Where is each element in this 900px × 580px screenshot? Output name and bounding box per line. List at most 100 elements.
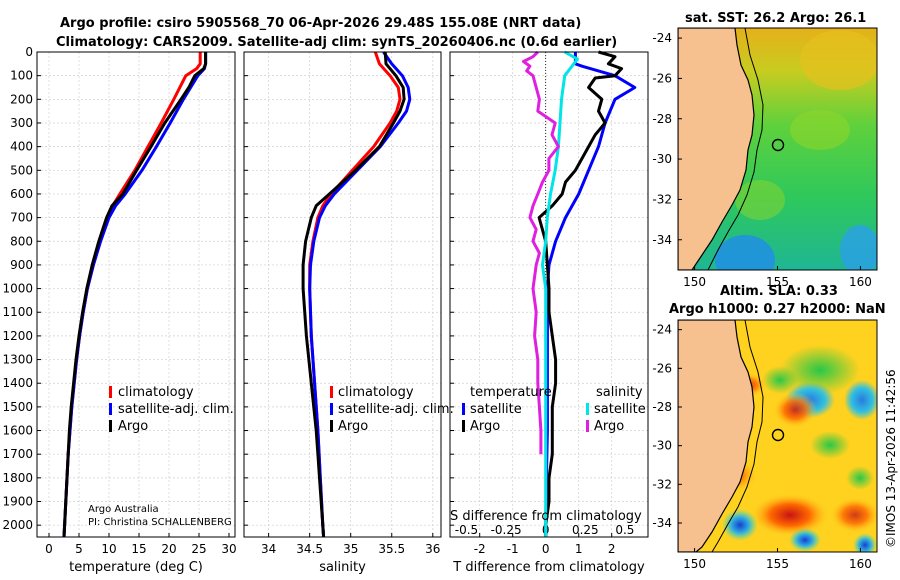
series-line-climatology: [308, 51, 402, 538]
y-tick-label: 1300: [2, 353, 33, 367]
plot-frame: [36, 51, 236, 538]
y-tick-label: 0: [25, 45, 33, 59]
legend-marker-s-argo: [586, 420, 589, 432]
series-line-s-argo: [522, 50, 560, 455]
x-tick-label: 5: [75, 542, 83, 556]
series-line-satellite-adj-clim: [308, 51, 412, 538]
x-tick-label: 30: [221, 542, 236, 556]
legend-marker-s-satellite: [586, 403, 589, 415]
float-marker: [771, 428, 785, 442]
legend-marker-climatology: [330, 386, 333, 398]
sla-map-axes: 150 155 160 -24 -26 -28 -30 -32 -34: [652, 323, 871, 571]
y-tick-label: 1200: [2, 329, 33, 343]
series-line-t-satellite: [544, 52, 637, 537]
map-x-tick-label: 160: [849, 275, 872, 289]
legend-marker-satellite: [330, 403, 333, 415]
s-tick-label: -0.5: [455, 523, 478, 537]
difference-panel: -2 -1 0 1 2 T difference from climatology -0.5…: [449, 50, 649, 575]
s-tick-label: -0.25: [491, 523, 522, 537]
series-line-argo: [301, 51, 406, 538]
legend-label-climatology: climatology: [338, 385, 414, 400]
y-tick-label: 1800: [2, 471, 33, 485]
legend-label-argo: Argo: [338, 419, 368, 434]
legend-marker-t-satellite: [462, 403, 465, 415]
x-tick-label: -1: [507, 542, 519, 556]
y-tick-label: 1700: [2, 447, 33, 461]
y-tick-label: 100: [10, 69, 33, 83]
x-tick-label: -2: [474, 542, 486, 556]
s-difference-label: S difference from climatology: [450, 509, 642, 524]
map-y-tick-label: -32: [652, 192, 672, 206]
salinity-panel: 34 34.5 35 35.5 36 salinity: [243, 51, 442, 575]
map-y-tick-label: -26: [652, 361, 672, 375]
legend-title-salinity: salinity: [596, 385, 643, 400]
map-y-tick-label: -30: [652, 439, 672, 453]
x-tick-label: 10: [101, 542, 116, 556]
map-y-tick-label: -26: [652, 71, 672, 85]
s-tick-label: 0.5: [615, 523, 634, 537]
series-line-t-argo: [537, 50, 624, 537]
float-marker: [771, 138, 785, 152]
sla-map-image: [678, 320, 877, 552]
y-tick-label: 1400: [2, 376, 33, 390]
land-australia: [678, 28, 755, 270]
legend-label-s-argo: Argo: [594, 419, 624, 434]
x-tick-label: 15: [131, 542, 146, 556]
sla-map-title-line2: Argo h1000: 0.27 h2000: NaN: [669, 302, 886, 317]
salinity-legend: climatology satellite-adj. clim. Argo: [330, 385, 454, 434]
legend-marker-t-argo: [462, 420, 465, 432]
isobath-line: [711, 320, 764, 552]
map-y-tick-label: -28: [652, 400, 672, 414]
legend-marker-climatology: [109, 386, 112, 398]
s-tick-label: 0.25: [572, 523, 599, 537]
legend-label-t-satellite: satellite: [470, 402, 522, 417]
temperature-panel: 0100200300400500600700800900100011001200…: [2, 45, 236, 575]
sla-map-title-line1: Altim. SLA: 0.33: [720, 284, 838, 299]
legend-label-t-argo: Argo: [470, 419, 500, 434]
y-tick-label: 300: [10, 116, 33, 130]
legend-label-satellite: satellite-adj. clim.: [338, 402, 454, 417]
map-y-tick-label: -28: [652, 112, 672, 126]
map-x-tick-label: 155: [766, 557, 789, 571]
y-tick-label: 900: [10, 258, 33, 272]
y-tick-label: 1600: [2, 424, 33, 438]
legend-label-s-satellite: satellite: [594, 402, 646, 417]
x-axis-label: T difference from climatology: [452, 560, 645, 575]
x-tick-label: 34: [261, 542, 276, 556]
credit-line2: PI: Christina SCHALLENBERG: [88, 517, 232, 528]
x-tick-label: 25: [191, 542, 206, 556]
x-tick-label: 2: [608, 542, 616, 556]
y-tick-label: 2000: [2, 518, 33, 532]
legend-label-climatology: climatology: [118, 385, 194, 400]
map-y-tick-label: -32: [652, 477, 672, 491]
series-line-s-satellite: [541, 50, 579, 537]
x-tick-label: 35.5: [378, 542, 405, 556]
x-tick-label: 0: [542, 542, 550, 556]
y-tick-label: 200: [10, 92, 33, 106]
x-axis-label: salinity: [319, 560, 366, 575]
x-tick-label: 35: [343, 542, 358, 556]
y-tick-label: 600: [10, 187, 33, 201]
y-tick-label: 1000: [2, 282, 33, 296]
y-tick-label: 400: [10, 140, 33, 154]
map-x-tick-label: 160: [849, 557, 872, 571]
temperature-legend: climatology satellite-adj. clim. Argo: [109, 385, 234, 434]
x-tick-label: 36: [425, 542, 440, 556]
y-tick-label: 1100: [2, 305, 33, 319]
figure-title-line2: Climatology: CARS2009. Satellite-adj cli…: [56, 35, 617, 50]
legend-title-temperature: temperature: [470, 385, 552, 400]
sst-map-title: sat. SST: 26.2 Argo: 26.1: [685, 11, 866, 26]
y-tick-label: 1900: [2, 495, 33, 509]
plot-frame: [243, 51, 442, 538]
series-line-argo: [62, 52, 208, 538]
map-y-tick-label: -24: [652, 31, 672, 45]
x-axis-label: temperature (deg C): [69, 560, 203, 575]
legend-label-satellite: satellite-adj. clim.: [118, 402, 234, 417]
difference-legend: temperature salinity satellite Argo sate…: [462, 385, 646, 434]
y-tick-label: 800: [10, 234, 33, 248]
y-tick-label: 1500: [2, 400, 33, 414]
map-x-tick-label: 155: [766, 275, 789, 289]
legend-label-argo: Argo: [118, 419, 148, 434]
credit-line1: Argo Australia: [88, 504, 159, 515]
